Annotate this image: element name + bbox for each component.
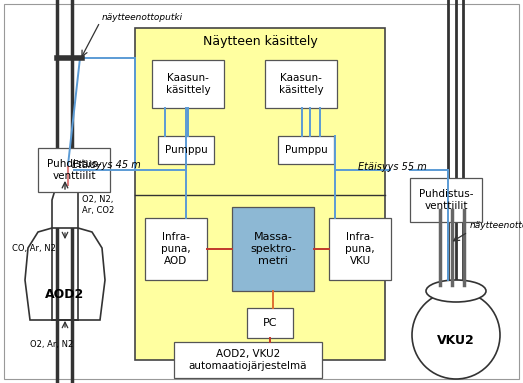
Text: Kaasun-
käsittely: Kaasun- käsittely	[166, 73, 210, 95]
Polygon shape	[52, 185, 78, 228]
Text: Etäisyys 55 m: Etäisyys 55 m	[358, 162, 427, 172]
FancyBboxPatch shape	[247, 308, 293, 338]
Ellipse shape	[426, 280, 486, 302]
Text: O2, Ar, N2: O2, Ar, N2	[30, 340, 73, 350]
Text: AOD2, VKU2
automaatiojärjestelmä: AOD2, VKU2 automaatiojärjestelmä	[189, 349, 307, 371]
FancyBboxPatch shape	[174, 342, 322, 378]
FancyBboxPatch shape	[152, 60, 224, 108]
FancyBboxPatch shape	[232, 207, 314, 291]
Text: Puhdistus-
venttiilit: Puhdistus- venttiilit	[47, 159, 101, 181]
FancyBboxPatch shape	[145, 218, 207, 280]
Text: Pumppu: Pumppu	[165, 145, 208, 155]
Text: O2, N2,
Ar, CO2: O2, N2, Ar, CO2	[82, 195, 114, 215]
Text: Infra-
puna,
AOD: Infra- puna, AOD	[161, 232, 191, 265]
FancyBboxPatch shape	[410, 178, 482, 222]
FancyBboxPatch shape	[329, 218, 391, 280]
Text: AOD2: AOD2	[46, 288, 85, 301]
FancyBboxPatch shape	[158, 136, 214, 164]
Text: Massa-
spektro-
metri: Massa- spektro- metri	[250, 232, 296, 265]
Polygon shape	[25, 228, 105, 320]
Circle shape	[412, 291, 500, 379]
Text: Etäisyys 45 m: Etäisyys 45 m	[72, 160, 141, 170]
Text: näytteenottoputki: näytteenottoputki	[102, 13, 183, 23]
FancyBboxPatch shape	[278, 136, 334, 164]
Text: Kaasun-
käsittely: Kaasun- käsittely	[279, 73, 323, 95]
Text: VKU2: VKU2	[437, 334, 475, 347]
Text: näytteenottoputki: näytteenottoputki	[470, 221, 523, 229]
FancyBboxPatch shape	[265, 60, 337, 108]
Text: Infra-
puna,
VKU: Infra- puna, VKU	[345, 232, 375, 265]
Text: Pumppu: Pumppu	[285, 145, 327, 155]
FancyBboxPatch shape	[38, 148, 110, 192]
Text: PC: PC	[263, 318, 277, 328]
Text: Näytteen käsittely: Näytteen käsittely	[202, 36, 317, 49]
Text: CO, Ar, N2: CO, Ar, N2	[12, 244, 56, 252]
FancyBboxPatch shape	[135, 28, 385, 360]
Text: Puhdistus-
venttiilit: Puhdistus- venttiilit	[419, 189, 473, 211]
